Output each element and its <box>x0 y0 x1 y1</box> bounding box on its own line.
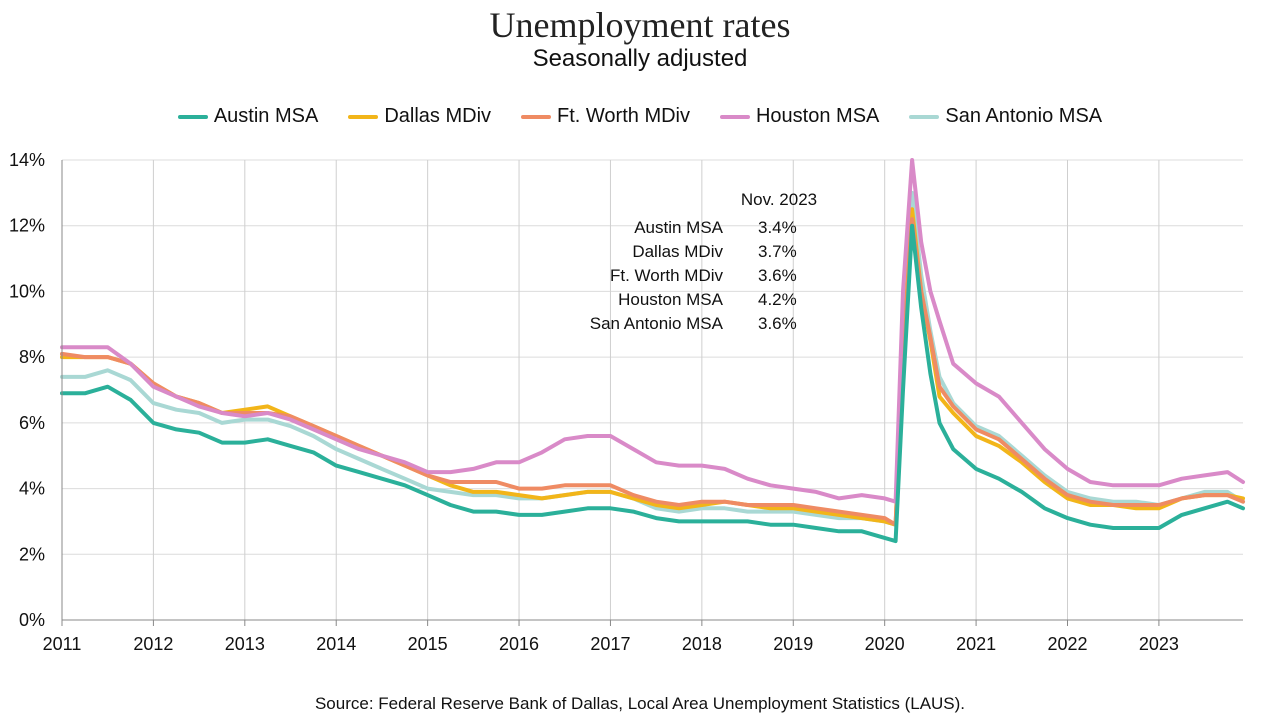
annotation-value-dallas: 3.7% <box>758 242 797 261</box>
legend-label-ftworth: Ft. Worth MDiv <box>557 105 690 127</box>
x-tick-label: 2016 <box>499 634 539 654</box>
legend-swatch-sanantonio <box>909 114 940 119</box>
legend-item-ftworth: Ft. Worth MDiv <box>521 105 690 128</box>
legend-label-dallas: Dallas MDiv <box>384 105 492 127</box>
legend-swatch-houston <box>719 114 750 119</box>
series-line-sanantonio <box>60 190 1245 527</box>
annotation-label-dallas: Dallas MDiv <box>632 242 723 261</box>
x-tick-label: 2021 <box>956 634 996 654</box>
x-tick-label: 2019 <box>773 634 813 654</box>
x-tick-label: 2015 <box>408 634 448 654</box>
y-tick-label: 4% <box>19 479 45 499</box>
legend-swatch-dallas <box>348 114 379 119</box>
chart-title: Unemployment rates <box>489 5 791 45</box>
legend-item-sanantonio: San Antonio MSA <box>909 105 1102 128</box>
annotation-value-houston: 4.2% <box>758 290 797 309</box>
legend-label-houston: Houston MSA <box>755 105 880 127</box>
legend-item-houston: Houston MSA <box>719 105 880 128</box>
y-tick-label: 14% <box>9 150 45 170</box>
latest-values-annotation: Nov. 2023 Austin MSA 3.4% Dallas MDiv 3.… <box>590 190 817 333</box>
x-tick-label: 2014 <box>316 634 356 654</box>
x-tick-label: 2023 <box>1139 634 1179 654</box>
chart-source-note: Source: Federal Reserve Bank of Dallas, … <box>314 694 966 713</box>
annotation-value-austin: 3.4% <box>758 218 797 237</box>
annotation-value-ftworth: 3.6% <box>758 266 797 285</box>
x-tick-label: 2018 <box>682 634 722 654</box>
annotation-label-sanantonio: San Antonio MSA <box>590 314 724 333</box>
annotation-label-houston: Houston MSA <box>618 290 724 309</box>
x-tick-label: 2012 <box>133 634 173 654</box>
annotation-value-sanantonio: 3.6% <box>758 314 797 333</box>
series-line-houston <box>60 158 1245 504</box>
annotation-header: Nov. 2023 <box>741 190 817 209</box>
y-tick-label: 8% <box>19 347 45 367</box>
legend-item-dallas: Dallas MDiv <box>348 105 491 128</box>
annotation-label-ftworth: Ft. Worth MDiv <box>610 266 724 285</box>
x-tick-label: 2013 <box>225 634 265 654</box>
series-line-ftworth <box>60 217 1245 527</box>
x-tick-label: 2020 <box>865 634 905 654</box>
chart-subtitle: Seasonally adjusted <box>532 45 748 72</box>
y-tick-label: 6% <box>19 413 45 433</box>
series-line-austin <box>60 223 1245 544</box>
series-line-dallas <box>60 207 1245 527</box>
annotation-label-austin: Austin MSA <box>634 218 723 237</box>
x-tick-label: 2017 <box>590 634 630 654</box>
y-tick-label: 0% <box>19 610 45 630</box>
x-tick-label: 2011 <box>43 634 82 654</box>
legend-label-sanantonio: San Antonio MSA <box>945 105 1103 127</box>
y-tick-label: 2% <box>19 544 45 564</box>
legend-label-austin: Austin MSA <box>213 105 319 127</box>
legend-swatch-ftworth <box>521 114 552 119</box>
chart-grid <box>62 159 1243 620</box>
chart-legend: Austin MSA Dallas MDiv Ft. Worth MDiv Ho… <box>0 105 1280 128</box>
chart-series <box>60 158 1245 544</box>
chart-axes: 0% 2% 4% 6% 8% 10% 12% 14% 2011 2012 2013 2014 2015 2… <box>9 150 1243 654</box>
legend-swatch-austin <box>177 114 208 119</box>
y-tick-label: 10% <box>9 281 45 301</box>
legend-item-austin: Austin MSA <box>177 105 319 128</box>
y-tick-label: 12% <box>9 216 45 236</box>
x-tick-label: 2022 <box>1047 634 1087 654</box>
